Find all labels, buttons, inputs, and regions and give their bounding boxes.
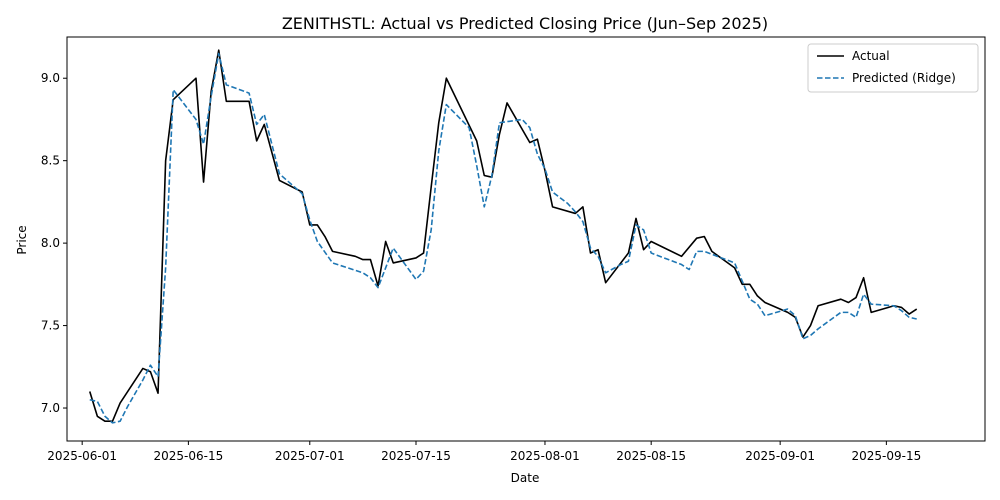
axes-layer: 2025-06-01 2025-06-15 2025-07-01 2025-07-15…: [41, 36, 986, 463]
legend-label-predicted: Predicted (Ridge): [852, 71, 956, 85]
x-tick-label: 2025-08-15: [616, 449, 686, 463]
x-tick-label: 2025-06-15: [154, 449, 224, 463]
plot-frame: [66, 36, 986, 442]
y-tick-label: 7.0: [41, 401, 60, 415]
x-tick-label: 2025-09-15: [851, 449, 921, 463]
y-tick-label: 9.0: [41, 71, 60, 85]
x-axis-title: Date: [511, 471, 540, 485]
y-tick-label: 8.0: [41, 236, 60, 250]
y-tick-label: 8.5: [41, 154, 60, 168]
x-tick-label: 2025-06-01: [47, 449, 117, 463]
x-tick-label: 2025-09-01: [745, 449, 815, 463]
legend-box: [807, 43, 979, 93]
series-line-predicted: [89, 52, 917, 424]
y-axis-title: Price: [15, 225, 29, 254]
x-tick-label: 2025-07-01: [275, 449, 345, 463]
y-tick-label: 7.5: [41, 319, 60, 333]
chart-legend: Actual Predicted (Ridge): [807, 43, 979, 93]
series-layer: [88, 49, 918, 424]
x-tick-label: 2025-07-15: [381, 449, 451, 463]
x-tick-label: 2025-08-01: [510, 449, 580, 463]
chart-title: ZENITHSTL: Actual vs Predicted Closing P…: [282, 14, 768, 33]
series-line-actual: [88, 49, 918, 423]
legend-label-actual: Actual: [852, 49, 890, 63]
